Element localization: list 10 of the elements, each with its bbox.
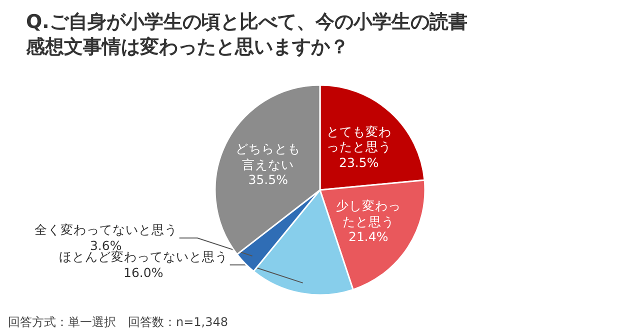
slice-label: 少し変わったと思う (334, 198, 402, 230)
data-label: 16.0% (122, 265, 164, 281)
data-label: 21.4% (348, 229, 390, 245)
text: 回答方式：単一選択 回答数：n=1,348 (8, 314, 228, 331)
chart-title: Q.ご自身が小学生の頃と比べて、今の小学生の読書感想文事情は変わったと思いますか？ (26, 10, 468, 60)
slice-label: 全く変わってないと思う (34, 222, 178, 238)
data-label: 23.5% (338, 155, 380, 171)
slice-label: どちらとも言えない (234, 141, 302, 172)
data-label: 35.5% (247, 172, 289, 188)
slice-label: とても変わったと思う (325, 124, 392, 156)
